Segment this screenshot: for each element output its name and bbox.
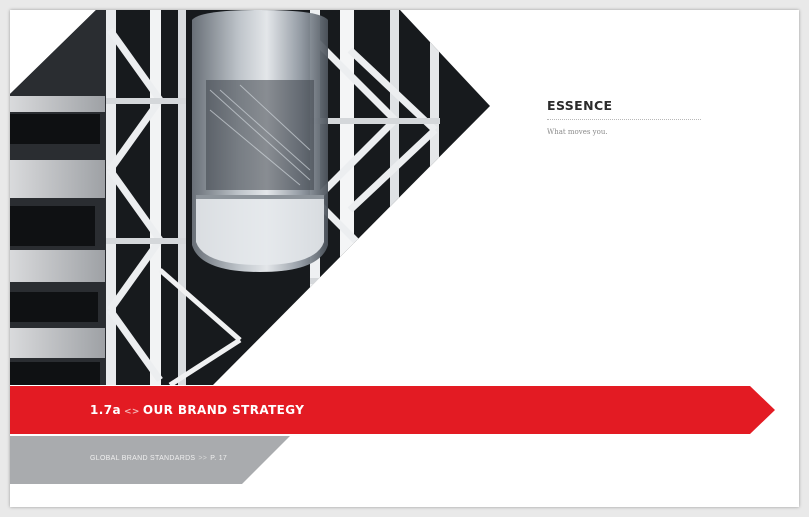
section-title: 1.7a <> OUR BRAND STRATEGY [90, 403, 304, 417]
section-ribbon [10, 386, 775, 434]
essence-divider [547, 119, 701, 120]
essence-tagline: What moves you. [547, 128, 608, 136]
footer-page-number: P. 17 [210, 455, 228, 462]
essence-heading: ESSENCE [547, 98, 613, 113]
section-title-text: OUR BRAND STRATEGY [142, 403, 305, 417]
section-separator: <> [123, 407, 140, 417]
section-number: 1.7a [90, 403, 121, 417]
footer-separator: >> [198, 455, 208, 462]
brochure-page: ESSENCE What moves you. 1.7a <> OUR BRAND … [10, 10, 799, 507]
footer-band [10, 436, 290, 484]
footer-label: GLOBAL BRAND STANDARDS >> P. 17 [90, 455, 227, 462]
essence-block: ESSENCE What moves you. [547, 98, 701, 136]
footer-label-text: GLOBAL BRAND STANDARDS [90, 455, 196, 462]
elevator-shaft-photo [10, 10, 490, 385]
